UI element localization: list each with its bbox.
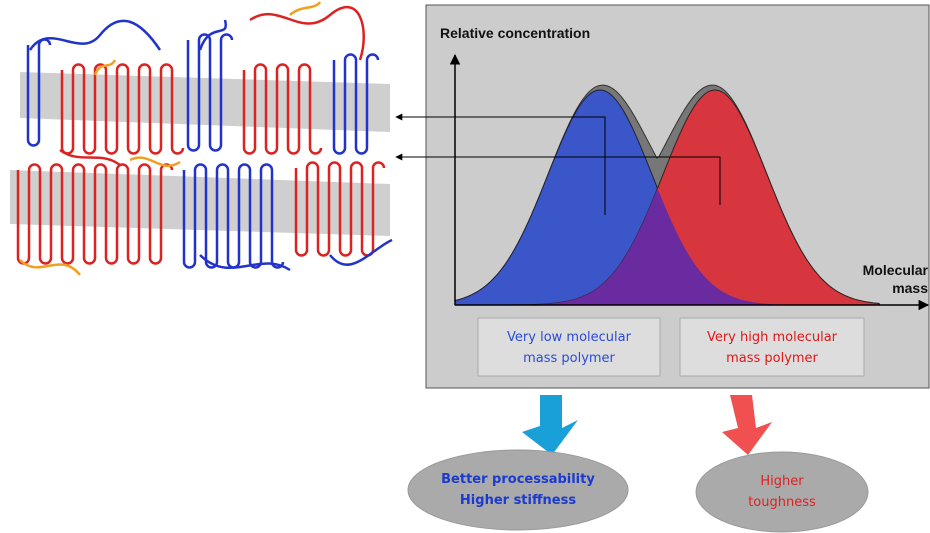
polymer-loop bbox=[249, 6, 365, 61]
label-box bbox=[679, 317, 865, 377]
high-result: Higher bbox=[760, 474, 804, 489]
polymer-illustration bbox=[10, 1, 393, 276]
lamella bbox=[10, 170, 390, 236]
polymer-loop bbox=[59, 148, 121, 167]
block-arrow bbox=[722, 395, 772, 455]
polymer-loop bbox=[198, 19, 228, 51]
low-result: Better processability bbox=[441, 472, 595, 487]
polymer-chain bbox=[186, 33, 234, 152]
x-axis-label: mass bbox=[892, 280, 928, 296]
polymer-loop bbox=[93, 59, 117, 76]
x-axis-label: Molecular bbox=[863, 262, 929, 278]
result-ellipse bbox=[695, 451, 869, 533]
low-label: mass polymer bbox=[523, 351, 615, 366]
pointer-arrow bbox=[395, 153, 721, 205]
high-label: Very high molecular bbox=[707, 330, 838, 345]
low-label: Very low molecular bbox=[507, 330, 632, 345]
low-result: Higher stiffness bbox=[460, 493, 576, 508]
high-label: mass polymer bbox=[726, 351, 818, 366]
polymer-chain bbox=[242, 63, 323, 155]
overlap bbox=[455, 189, 880, 305]
pointer-arrow bbox=[395, 113, 606, 215]
polymer-loop bbox=[329, 238, 393, 266]
polymer-chain bbox=[60, 63, 185, 155]
polymer-loop bbox=[289, 1, 322, 16]
lamella bbox=[20, 72, 390, 132]
polymer-loop bbox=[28, 19, 162, 51]
polymer-loop bbox=[129, 156, 181, 168]
polymer-loop bbox=[19, 259, 81, 276]
result-ellipse bbox=[407, 449, 629, 531]
high-result: toughness bbox=[748, 495, 816, 510]
y-axis-label: Relative concentration bbox=[440, 25, 590, 41]
block-arrow bbox=[522, 395, 578, 455]
polymer-loop bbox=[199, 254, 291, 272]
distribution-curves bbox=[454, 84, 881, 306]
label-box bbox=[477, 317, 661, 377]
polymer-chain bbox=[16, 163, 174, 265]
polymer-chain bbox=[26, 38, 52, 147]
polymer-chain bbox=[332, 53, 380, 155]
